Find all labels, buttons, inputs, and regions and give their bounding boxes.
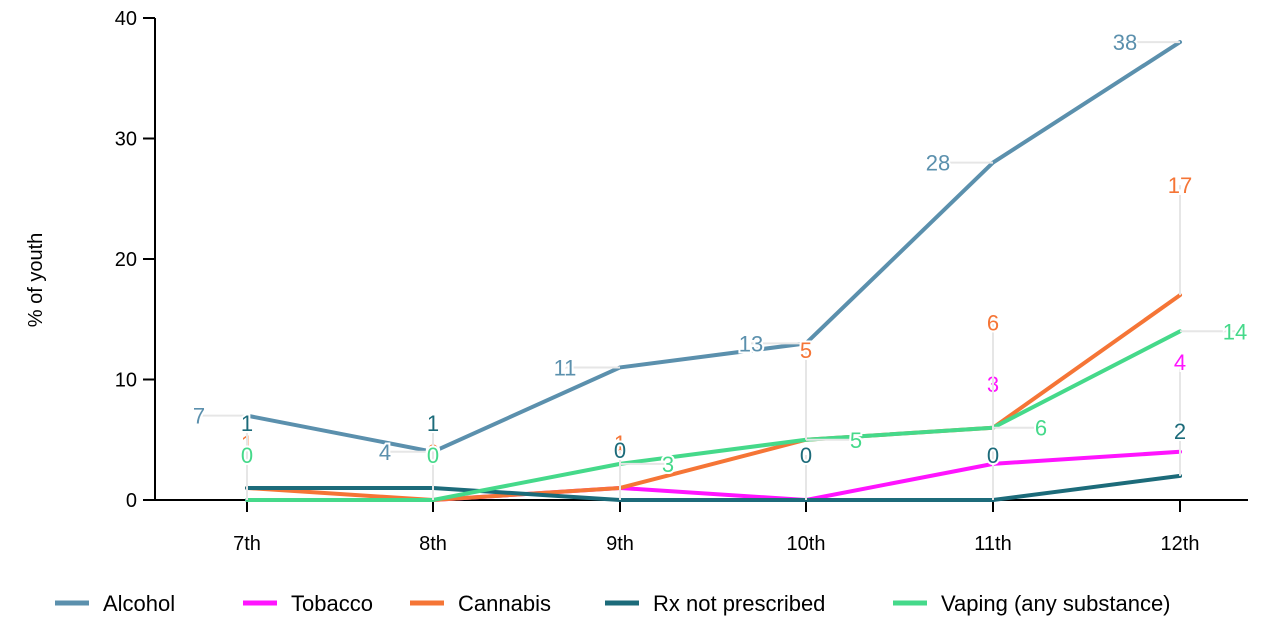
y-ticks: 0 10 20 30 40 <box>115 8 155 512</box>
x-tick-label: 11th <box>974 533 1011 555</box>
data-label: 0 <box>241 443 253 468</box>
data-label: 11 <box>554 355 577 380</box>
series-lines <box>245 40 1182 502</box>
data-label: 0 <box>987 443 999 468</box>
legend-label: Rx not prescribed <box>653 591 825 616</box>
legend-label: Cannabis <box>458 591 551 616</box>
data-label: 0 <box>800 443 812 468</box>
x-tick-label: 9th <box>606 533 634 555</box>
series-line-alcohol <box>245 40 1182 454</box>
y-tick-label: 20 <box>115 249 137 271</box>
y-tick-label: 0 <box>126 490 137 512</box>
x-tick-label: 10th <box>787 533 826 555</box>
data-label: 28 <box>926 151 950 176</box>
data-label: 4 <box>1174 350 1186 375</box>
data-label: 5 <box>850 428 862 453</box>
legend: Alcohol Tobacco Cannabis Rx not prescribed V… <box>55 591 1171 616</box>
y-axis-title: % of youth <box>25 233 47 328</box>
data-label: 1 <box>241 411 253 436</box>
data-label: 17 <box>1168 173 1192 198</box>
data-label: 14 <box>1223 319 1247 344</box>
data-label: 38 <box>1113 30 1137 55</box>
y-tick-label: 40 <box>115 8 137 30</box>
x-ticks: 7th 8th 9th 10th 11th 12th <box>233 500 1199 555</box>
data-label: 3 <box>662 452 674 477</box>
data-labels: 741113283800103410156171100020035614 <box>191 28 1249 500</box>
legend-label: Vaping (any substance) <box>941 591 1171 616</box>
data-label: 6 <box>1035 416 1047 441</box>
data-label: 0 <box>614 438 626 463</box>
data-label: 1 <box>427 411 439 436</box>
data-label: 6 <box>987 311 999 336</box>
legend-label: Alcohol <box>103 591 175 616</box>
x-tick-label: 12th <box>1161 533 1200 555</box>
data-label: 4 <box>379 440 391 465</box>
data-label: 2 <box>1174 419 1186 444</box>
data-label: 1 <box>614 431 626 456</box>
series-line-cannabis <box>245 293 1182 502</box>
y-tick-label: 30 <box>115 129 137 151</box>
data-label: 5 <box>800 338 812 363</box>
legend-label: Tobacco <box>291 591 373 616</box>
x-tick-label: 7th <box>233 533 261 555</box>
data-label: 0 <box>427 443 439 468</box>
series-line-rx-not-prescribed <box>245 473 1182 502</box>
x-tick-label: 8th <box>419 533 447 555</box>
data-label: 7 <box>193 404 205 429</box>
data-label: 13 <box>739 331 763 356</box>
series-line-vaping-any-substance <box>245 329 1182 502</box>
y-tick-label: 10 <box>115 370 137 392</box>
